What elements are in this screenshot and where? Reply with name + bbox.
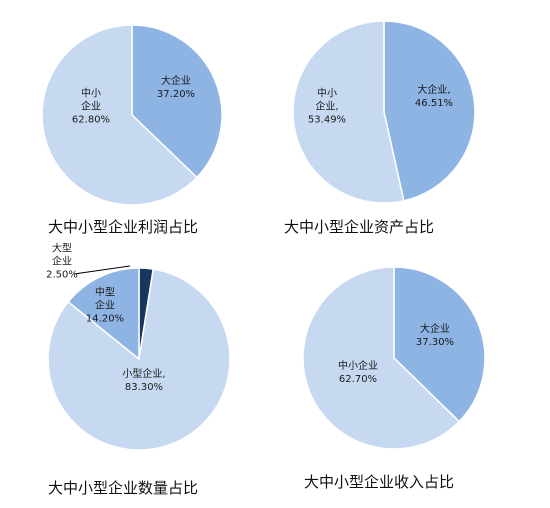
- pie-slice: [393, 266, 486, 423]
- slice-label-line: 中小企业: [338, 359, 378, 372]
- slice-label: 中小企业 62.70%: [338, 359, 378, 385]
- slice-label-line: 小型企业,: [122, 367, 165, 380]
- slice-label: 中小企业, 53.49%: [308, 87, 346, 126]
- slice-label: 中型企业 14.20%: [86, 286, 124, 325]
- slice-label-line: 46.51%: [415, 98, 453, 109]
- chart-title-profit: 大中小型企业利润占比: [48, 218, 198, 236]
- slice-label-line: 83.30%: [125, 382, 163, 393]
- chart-title-revenue: 大中小型企业收入占比: [304, 473, 454, 491]
- pie-slice: [41, 24, 198, 206]
- slice-label-line: 37.30%: [416, 337, 454, 348]
- slice-label: 大企业 37.30%: [416, 322, 454, 348]
- slice-label-line: 企业,: [315, 100, 338, 113]
- slice-label-line: 37.20%: [157, 89, 195, 100]
- slice-label-line: 企业: [52, 255, 72, 268]
- slice-label-line: 大企业,: [417, 83, 450, 96]
- slice-label-line: 大企业: [161, 74, 191, 87]
- count-share-pie: 大型企业 2.50%小型企业, 83.30%中型企业 14.20%: [46, 242, 231, 451]
- slice-label-line: 企业: [81, 100, 101, 113]
- slice-label-line: 62.70%: [339, 374, 377, 385]
- slice-label: 中小企业 62.80%: [72, 87, 110, 126]
- slice-label-line: 中小: [317, 87, 337, 100]
- slice-label: 小型企业, 83.30%: [122, 367, 165, 393]
- pie-slice: [292, 20, 405, 204]
- slice-label-line: 2.50%: [46, 270, 78, 281]
- slice-label-line: 中型: [95, 286, 115, 299]
- pie-slice: [67, 267, 140, 361]
- slice-label-line: 大企业: [420, 322, 450, 335]
- slice-label-line: 62.80%: [72, 115, 110, 126]
- slice-label-line: 大型: [52, 242, 72, 255]
- slice-label-line: 中小: [81, 87, 101, 100]
- pie-slice: [131, 24, 223, 179]
- pie-slice: [302, 266, 461, 450]
- slice-label: 大企业 37.20%: [157, 74, 195, 100]
- pie-slice: [383, 20, 476, 202]
- slice-label-line: 53.49%: [308, 115, 346, 126]
- label-leader-line: [73, 265, 131, 275]
- slice-label: 大型企业 2.50%: [46, 242, 78, 281]
- revenue-share-pie: 大企业 37.30% 中小企业 62.70%: [302, 266, 486, 450]
- profit-share-pie: 大企业 37.20% 中小企业 62.80%: [41, 24, 223, 206]
- chart-title-count: 大中小型企业数量占比: [48, 479, 198, 497]
- slice-label: 大企业, 46.51%: [415, 83, 453, 109]
- slice-label-line: 企业: [95, 299, 115, 312]
- slice-label-line: 14.20%: [86, 314, 124, 325]
- chart-title-assets: 大中小型企业资产占比: [284, 218, 434, 236]
- assets-share-pie: 大企业, 46.51% 中小企业, 53.49%: [292, 20, 476, 204]
